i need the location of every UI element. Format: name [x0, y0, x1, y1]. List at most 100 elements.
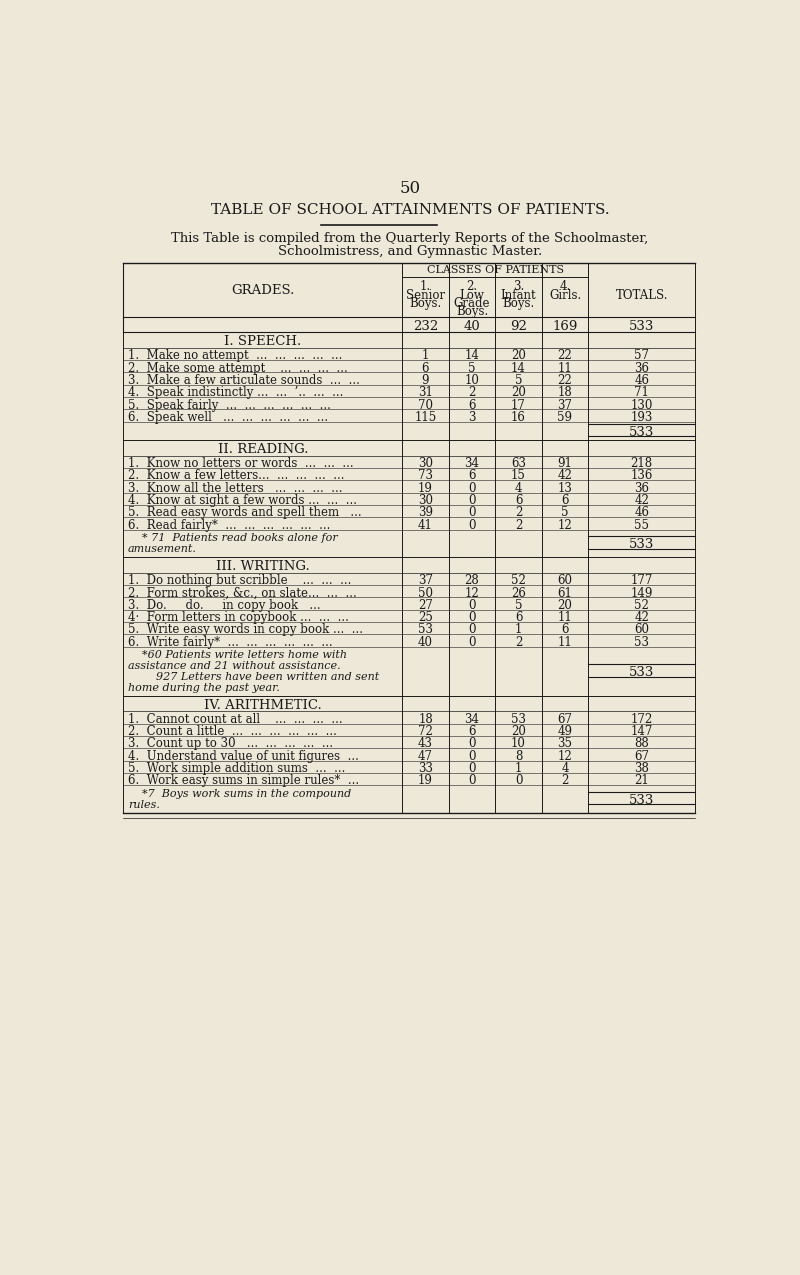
- Text: 41: 41: [418, 519, 433, 532]
- Text: 67: 67: [558, 713, 573, 725]
- Text: 11: 11: [558, 362, 572, 375]
- Text: 5.  Write easy words in copy book ...  ...: 5. Write easy words in copy book ... ...: [128, 623, 363, 636]
- Text: 10: 10: [465, 374, 479, 388]
- Text: 0: 0: [468, 519, 476, 532]
- Text: 0: 0: [468, 506, 476, 519]
- Text: 0: 0: [468, 737, 476, 751]
- Text: II. READING.: II. READING.: [218, 444, 308, 456]
- Text: assistance and 21 without assistance.: assistance and 21 without assistance.: [128, 662, 341, 671]
- Text: III. WRITING.: III. WRITING.: [216, 560, 310, 574]
- Text: 36: 36: [634, 482, 650, 495]
- Text: 3.  Count up to 30   ...  ...  ...  ...  ...: 3. Count up to 30 ... ... ... ... ...: [128, 737, 333, 751]
- Text: 533: 533: [629, 538, 654, 551]
- Text: 34: 34: [465, 458, 479, 470]
- Text: GRADES.: GRADES.: [231, 283, 294, 297]
- Text: 2.  Make some attempt    ...  ...  ...  ...: 2. Make some attempt ... ... ... ...: [128, 362, 348, 375]
- Text: 6: 6: [514, 611, 522, 625]
- Text: 30: 30: [418, 495, 433, 507]
- Text: 149: 149: [630, 586, 653, 599]
- Text: 36: 36: [634, 362, 650, 375]
- Text: 2: 2: [515, 519, 522, 532]
- Text: 5.  Work simple addition sums  ...  ...: 5. Work simple addition sums ... ...: [128, 762, 346, 775]
- Text: 3.  Make a few articulate sounds  ...  ...: 3. Make a few articulate sounds ... ...: [128, 374, 360, 388]
- Text: 0: 0: [468, 636, 476, 649]
- Text: 73: 73: [418, 469, 433, 482]
- Text: 27: 27: [418, 599, 433, 612]
- Text: 20: 20: [558, 599, 573, 612]
- Text: 533: 533: [629, 793, 654, 807]
- Text: 31: 31: [418, 386, 433, 399]
- Text: 12: 12: [558, 519, 572, 532]
- Text: I. SPEECH.: I. SPEECH.: [224, 335, 302, 348]
- Text: 6: 6: [422, 362, 430, 375]
- Text: 1: 1: [422, 349, 429, 362]
- Text: 14: 14: [511, 362, 526, 375]
- Text: 43: 43: [418, 737, 433, 751]
- Text: 4: 4: [514, 482, 522, 495]
- Text: 39: 39: [418, 506, 433, 519]
- Text: 46: 46: [634, 374, 650, 388]
- Text: 4.: 4.: [559, 280, 570, 293]
- Text: Boys.: Boys.: [502, 297, 534, 310]
- Text: Low: Low: [459, 288, 485, 301]
- Text: 6: 6: [514, 495, 522, 507]
- Text: 16: 16: [511, 411, 526, 425]
- Text: 37: 37: [558, 399, 573, 412]
- Text: 19: 19: [418, 482, 433, 495]
- Text: 53: 53: [511, 713, 526, 725]
- Text: 0: 0: [468, 762, 476, 775]
- Text: 52: 52: [634, 599, 649, 612]
- Text: 6.  Write fairly*  ...  ...  ...  ...  ...  ...: 6. Write fairly* ... ... ... ... ... ...: [128, 636, 333, 649]
- Text: 5: 5: [514, 599, 522, 612]
- Text: 26: 26: [511, 586, 526, 599]
- Text: 12: 12: [558, 750, 572, 762]
- Text: 91: 91: [558, 458, 573, 470]
- Text: 2.: 2.: [466, 280, 478, 293]
- Text: 6: 6: [562, 623, 569, 636]
- Text: 10: 10: [511, 737, 526, 751]
- Text: 177: 177: [630, 574, 653, 588]
- Text: 6: 6: [468, 469, 476, 482]
- Text: 0: 0: [468, 599, 476, 612]
- Text: Grade: Grade: [454, 297, 490, 310]
- Text: 1.: 1.: [420, 280, 431, 293]
- Text: 60: 60: [634, 623, 650, 636]
- Text: 40: 40: [464, 320, 480, 333]
- Text: 67: 67: [634, 750, 650, 762]
- Text: 88: 88: [634, 737, 649, 751]
- Text: Boys.: Boys.: [456, 306, 488, 319]
- Text: 0: 0: [468, 482, 476, 495]
- Text: 57: 57: [634, 349, 650, 362]
- Text: 4.  Know at sight a few words ...  ...  ...: 4. Know at sight a few words ... ... ...: [128, 495, 357, 507]
- Text: 30: 30: [418, 458, 433, 470]
- Text: 2: 2: [468, 386, 476, 399]
- Text: 47: 47: [418, 750, 433, 762]
- Text: 6: 6: [562, 495, 569, 507]
- Text: 19: 19: [418, 774, 433, 788]
- Text: 20: 20: [511, 349, 526, 362]
- Text: 3.: 3.: [513, 280, 524, 293]
- Text: 53: 53: [418, 623, 433, 636]
- Text: Girls.: Girls.: [549, 288, 581, 301]
- Text: 4·  Form letters in copybook ...  ...  ...: 4· Form letters in copybook ... ... ...: [128, 611, 349, 625]
- Text: 130: 130: [630, 399, 653, 412]
- Text: 5: 5: [514, 374, 522, 388]
- Text: 533: 533: [629, 426, 654, 439]
- Text: 38: 38: [634, 762, 649, 775]
- Text: 147: 147: [630, 725, 653, 738]
- Text: 115: 115: [414, 411, 437, 425]
- Text: 2.  Know a few letters...  ...  ...  ...  ...: 2. Know a few letters... ... ... ... ...: [128, 469, 344, 482]
- Text: 172: 172: [630, 713, 653, 725]
- Text: home during the past year.: home during the past year.: [128, 682, 280, 692]
- Text: 20: 20: [511, 725, 526, 738]
- Text: 42: 42: [558, 469, 573, 482]
- Text: 72: 72: [418, 725, 433, 738]
- Text: 42: 42: [634, 495, 649, 507]
- Text: 92: 92: [510, 320, 527, 333]
- Text: CLASSES OF PATIENTS: CLASSES OF PATIENTS: [426, 265, 564, 275]
- Text: 11: 11: [558, 611, 572, 625]
- Text: 49: 49: [558, 725, 573, 738]
- Text: 4.  Understand value of unit figures  ...: 4. Understand value of unit figures ...: [128, 750, 358, 762]
- Text: *60 Patients write letters home with: *60 Patients write letters home with: [128, 650, 347, 660]
- Text: 533: 533: [629, 320, 654, 333]
